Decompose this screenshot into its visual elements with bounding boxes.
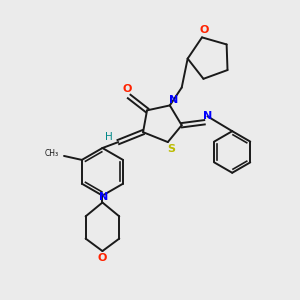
Text: O: O bbox=[122, 84, 132, 94]
Text: N: N bbox=[99, 192, 108, 202]
Text: N: N bbox=[169, 95, 178, 106]
Text: CH₃: CH₃ bbox=[45, 149, 59, 158]
Text: H: H bbox=[104, 132, 112, 142]
Text: S: S bbox=[167, 144, 175, 154]
Text: O: O bbox=[199, 26, 209, 35]
Text: O: O bbox=[98, 253, 107, 263]
Text: N: N bbox=[203, 111, 212, 121]
